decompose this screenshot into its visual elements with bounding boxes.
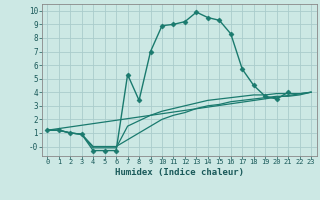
X-axis label: Humidex (Indice chaleur): Humidex (Indice chaleur) (115, 168, 244, 177)
